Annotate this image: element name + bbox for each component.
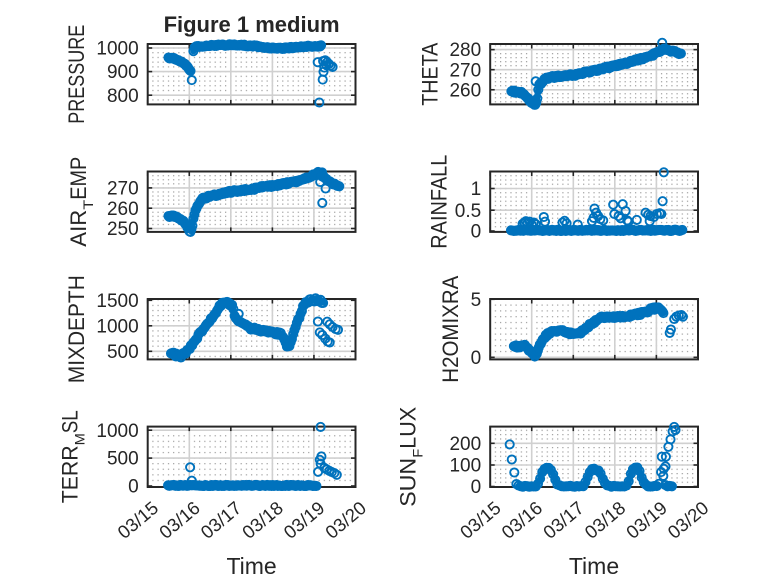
svg-text:1: 1 (471, 179, 482, 200)
svg-text:PRESSURE: PRESSURE (64, 25, 89, 124)
svg-text:270: 270 (107, 179, 139, 200)
svg-text:THETA: THETA (417, 42, 442, 105)
svg-text:MIXDEPTH: MIXDEPTH (64, 275, 89, 383)
svg-text:1000: 1000 (96, 39, 138, 60)
svg-text:RAINFALL: RAINFALL (427, 155, 452, 249)
svg-text:280: 280 (449, 40, 481, 61)
svg-text:900: 900 (107, 62, 139, 83)
svg-text:0: 0 (471, 348, 482, 369)
svg-text:1500: 1500 (96, 291, 138, 312)
svg-text:Time: Time (226, 553, 276, 579)
svg-text:200: 200 (449, 434, 481, 455)
svg-text:800: 800 (107, 86, 139, 107)
svg-text:1000: 1000 (96, 316, 138, 337)
svg-text:0: 0 (471, 477, 482, 498)
svg-text:1000: 1000 (96, 421, 138, 442)
svg-text:SUNF​LUX: SUNF​LUX (396, 406, 426, 506)
svg-text:100: 100 (449, 456, 481, 477)
svg-text:250: 250 (107, 219, 139, 240)
svg-text:270: 270 (449, 60, 481, 81)
svg-text:Figure 1 medium: Figure 1 medium (164, 12, 340, 37)
svg-text:Time: Time (569, 553, 619, 579)
svg-text:0.5: 0.5 (455, 201, 481, 222)
svg-text:500: 500 (107, 449, 139, 470)
svg-text:260: 260 (449, 80, 481, 101)
svg-text:5: 5 (471, 290, 482, 311)
svg-text:260: 260 (107, 199, 139, 220)
svg-text:0: 0 (471, 222, 482, 243)
svg-text:500: 500 (107, 342, 139, 363)
svg-text:H2OMIXRA: H2OMIXRA (438, 275, 463, 382)
svg-text:AIRT​EMP: AIRT​EMP (66, 157, 96, 247)
svg-text:TERRM​SL: TERRM​SL (58, 410, 88, 503)
svg-text:0: 0 (128, 477, 139, 498)
